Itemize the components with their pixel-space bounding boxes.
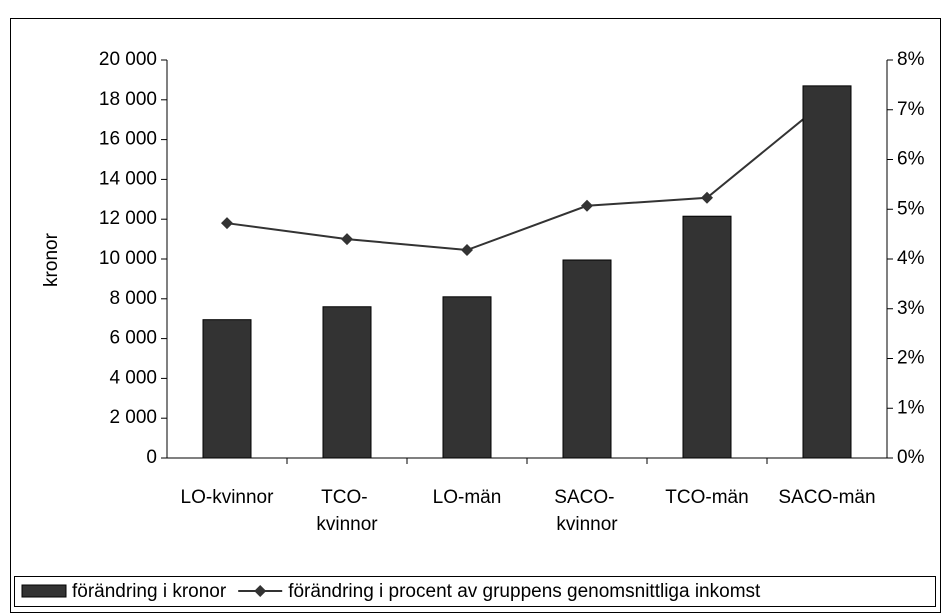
line-marker (701, 191, 713, 204)
y-tick-label: 20 000 (99, 49, 157, 70)
y-tick-label: 10 000 (99, 248, 157, 269)
line-series (226, 99, 828, 252)
line-marker (221, 217, 233, 230)
line-marker (461, 244, 473, 257)
y-tick-label: 16 000 (99, 129, 157, 150)
bar (562, 259, 612, 459)
y-tick-label: 14 000 (99, 168, 157, 189)
y-tick-label: 0 (146, 447, 157, 468)
bar (682, 215, 732, 459)
bar (322, 306, 372, 459)
x-tick-label: LO-kvinnor (181, 487, 275, 508)
y2-tick-label: 4% (897, 248, 925, 269)
y-tick-label: 8 000 (109, 288, 157, 309)
x-tick-label: SACO-män (778, 487, 875, 508)
x-tick-label: SACO- kvinnor (554, 487, 619, 535)
bar (202, 319, 252, 459)
y-tick-label: 18 000 (99, 89, 157, 110)
x-tick-label: TCO- kvinnor (316, 487, 378, 535)
y2-tick-label: 8% (897, 49, 925, 70)
bar (802, 85, 852, 459)
line-marker (581, 199, 593, 212)
y2-tick-label: 7% (897, 99, 925, 120)
y2-tick-label: 2% (897, 348, 925, 369)
bar (442, 296, 492, 459)
y-tick-label: 4 000 (109, 367, 157, 388)
y-axis-label: kronor (41, 232, 62, 287)
legend-swatch (21, 584, 67, 598)
y2-tick-label: 1% (897, 397, 925, 418)
y-tick-label: 6 000 (109, 328, 157, 349)
legend-marker (254, 585, 267, 597)
line-marker (341, 233, 353, 246)
x-tick-label: TCO-män (665, 487, 748, 508)
y2-tick-label: 6% (897, 149, 925, 170)
legend-label: förändring i procent av gruppens genomsn… (288, 581, 761, 602)
y2-tick-label: 0% (897, 447, 925, 468)
y-tick-label: 2 000 (109, 407, 157, 428)
legend-box (14, 576, 936, 607)
y2-tick-label: 3% (897, 298, 925, 319)
y-tick-label: 12 000 (99, 208, 157, 229)
y2-tick-label: 5% (897, 198, 925, 219)
x-tick-label: LO-män (433, 487, 502, 508)
legend-label: förändring i kronor (72, 581, 227, 602)
